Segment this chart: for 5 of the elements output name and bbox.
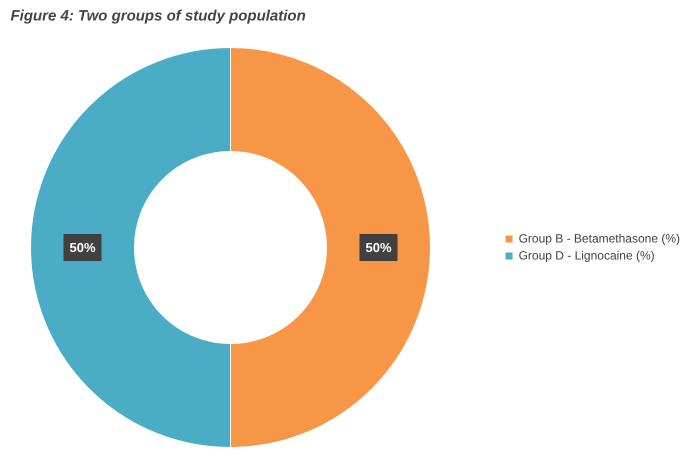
- legend-label: Group D - Lignocaine (%): [518, 248, 655, 262]
- data-label: 50%: [69, 240, 96, 255]
- legend-label: Group B - Betamethasone (%): [518, 232, 680, 246]
- data-label: 50%: [365, 240, 392, 255]
- chart-title: Figure 4: Two groups of study population: [10, 8, 306, 24]
